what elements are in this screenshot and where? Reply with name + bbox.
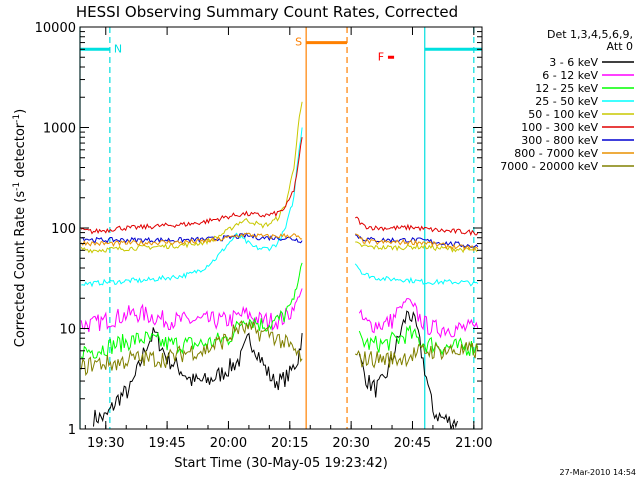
legend-title: Det 1,3,4,5,6,9, bbox=[547, 28, 633, 41]
x-tick-label: 20:30 bbox=[332, 436, 369, 451]
count-rate-series bbox=[80, 101, 479, 430]
x-tick-label: 20:00 bbox=[210, 436, 247, 451]
legend-label: 300 - 800 keV bbox=[521, 134, 598, 147]
legend-label: 3 - 6 keV bbox=[549, 56, 598, 69]
series-line bbox=[80, 262, 303, 360]
x-axis: 19:30 19:45 20:00 20:15 20:30 20:45 21:00 bbox=[84, 27, 493, 451]
chart-title: HESSI Observing Summary Count Rates, Cor… bbox=[76, 3, 458, 21]
legend-subtitle: Att 0 bbox=[607, 40, 633, 53]
legend-label: 12 - 25 keV bbox=[535, 82, 598, 95]
legend-label: 800 - 7000 keV bbox=[514, 147, 598, 160]
y-tick-label: 1000 bbox=[43, 122, 76, 137]
x-tick-label: 21:00 bbox=[455, 436, 492, 451]
annotation-N-label: N bbox=[114, 42, 122, 55]
series-line bbox=[358, 325, 479, 356]
series-line bbox=[354, 216, 479, 237]
y-axis: 1 10 100 1000 10000 bbox=[35, 21, 482, 438]
series-line bbox=[80, 288, 303, 333]
series-line bbox=[80, 137, 303, 235]
series-line bbox=[354, 263, 479, 287]
series-line bbox=[93, 327, 303, 427]
legend-label: 50 - 100 keV bbox=[528, 108, 598, 121]
series-line bbox=[81, 232, 303, 244]
series-line bbox=[354, 340, 479, 369]
x-tick-label: 20:15 bbox=[271, 436, 308, 451]
series-line bbox=[80, 320, 303, 377]
x-tick-label: 19:45 bbox=[148, 436, 185, 451]
annotation-S-label: S bbox=[295, 36, 302, 49]
legend-label: 25 - 50 keV bbox=[535, 95, 598, 108]
x-axis-label: Start Time (30-May-05 19:23:42) bbox=[174, 456, 388, 471]
footer-timestamp: 27-Mar-2010 14:54 bbox=[560, 468, 637, 477]
series-line bbox=[81, 127, 303, 288]
y-tick-label: 10000 bbox=[35, 21, 76, 36]
y-tick-label: 10 bbox=[59, 323, 76, 338]
plot-frame bbox=[79, 26, 483, 430]
series-line bbox=[358, 310, 458, 430]
legend-label: 7000 - 20000 keV bbox=[500, 160, 598, 173]
legend-label: 6 - 12 keV bbox=[542, 69, 598, 82]
y-axis-label: Corrected Count Rate (s-1 detector-1) bbox=[12, 109, 28, 347]
y-tick-label: 1 bbox=[68, 423, 76, 438]
annotation-F-label: F bbox=[378, 50, 384, 63]
y-tick-label: 100 bbox=[51, 222, 76, 237]
series-line bbox=[80, 232, 303, 248]
observing-mode-annotations: N S F bbox=[79, 27, 482, 429]
x-tick-label: 19:30 bbox=[87, 436, 124, 451]
legend-label: 100 - 300 keV bbox=[521, 121, 598, 134]
x-tick-label: 20:45 bbox=[394, 436, 431, 451]
series-line bbox=[355, 233, 479, 253]
series-line bbox=[358, 298, 479, 339]
